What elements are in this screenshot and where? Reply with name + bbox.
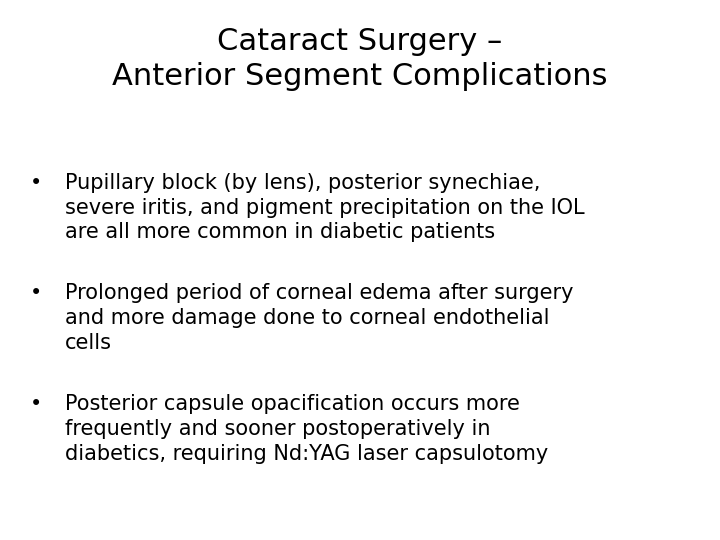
Text: Prolonged period of corneal edema after surgery
and more damage done to corneal : Prolonged period of corneal edema after … <box>65 284 573 353</box>
Text: Cataract Surgery –
Anterior Segment Complications: Cataract Surgery – Anterior Segment Comp… <box>112 27 608 91</box>
Text: Pupillary block (by lens), posterior synechiae,
severe iritis, and pigment preci: Pupillary block (by lens), posterior syn… <box>65 173 585 242</box>
Text: •: • <box>30 284 42 303</box>
Text: •: • <box>30 173 42 193</box>
Text: •: • <box>30 394 42 414</box>
Text: Posterior capsule opacification occurs more
frequently and sooner postoperativel: Posterior capsule opacification occurs m… <box>65 394 548 464</box>
